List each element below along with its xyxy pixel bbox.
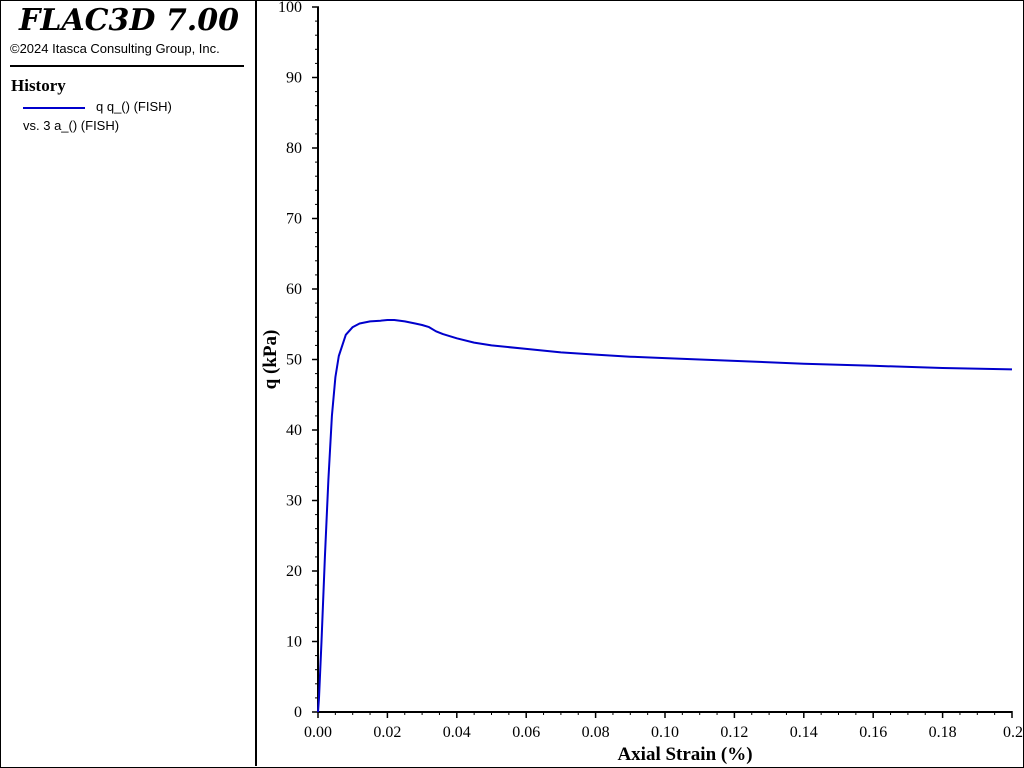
legend-vs-label: vs. 3 a_() (FISH) xyxy=(23,118,120,133)
y-tick-label: 90 xyxy=(286,70,302,87)
y-tick-label: 60 xyxy=(286,281,302,298)
x-tick-label: 0.12 xyxy=(720,724,748,741)
x-tick-label: 0.08 xyxy=(582,724,610,741)
x-tick-label: 0.18 xyxy=(929,724,957,741)
y-tick-label: 0 xyxy=(294,704,302,721)
y-tick-label: 50 xyxy=(286,352,302,369)
y-axis-ticks: 0 10 20 30 40 50 60 70 80 90 100 xyxy=(278,0,319,721)
chart-axes xyxy=(317,7,1012,713)
x-axis-ticks: 0.00 0.02 0.04 0.06 0.08 0.10 0.12 0.14 0.16 0.18… xyxy=(304,711,1023,741)
y-tick-label: 30 xyxy=(286,493,302,510)
y-tick-label: 80 xyxy=(286,140,302,157)
series-line xyxy=(317,319,1013,713)
x-tick-label: 0.10 xyxy=(651,724,679,741)
y-axis-title: q (kPa) xyxy=(260,330,281,390)
x-tick-label: 0.14 xyxy=(790,724,818,741)
y-tick-label: 100 xyxy=(278,0,302,16)
x-tick-label: 0.2 xyxy=(1003,724,1023,741)
y-tick-label: 70 xyxy=(286,211,302,228)
copyright-notice: ©2024 Itasca Consulting Group, Inc. xyxy=(10,41,220,56)
x-axis-title: Axial Strain (%) xyxy=(617,744,752,765)
x-tick-label: 0.16 xyxy=(859,724,887,741)
app-title: FLAC3D 7.00 xyxy=(19,3,239,38)
y-tick-label: 40 xyxy=(286,422,302,439)
x-tick-label: 0.06 xyxy=(512,724,540,741)
x-tick-label: 0.00 xyxy=(304,724,332,741)
x-tick-label: 0.04 xyxy=(443,724,471,741)
y-tick-label: 20 xyxy=(286,563,302,580)
chart-series xyxy=(317,319,1013,713)
legend-series-label: q q_() (FISH) xyxy=(96,99,172,114)
x-tick-label: 0.02 xyxy=(373,724,401,741)
legend-panel xyxy=(1,1,257,766)
y-tick-label: 10 xyxy=(286,634,302,651)
legend-heading: History xyxy=(11,76,66,95)
legend-divider xyxy=(10,65,244,67)
legend-line-swatch xyxy=(23,107,85,109)
